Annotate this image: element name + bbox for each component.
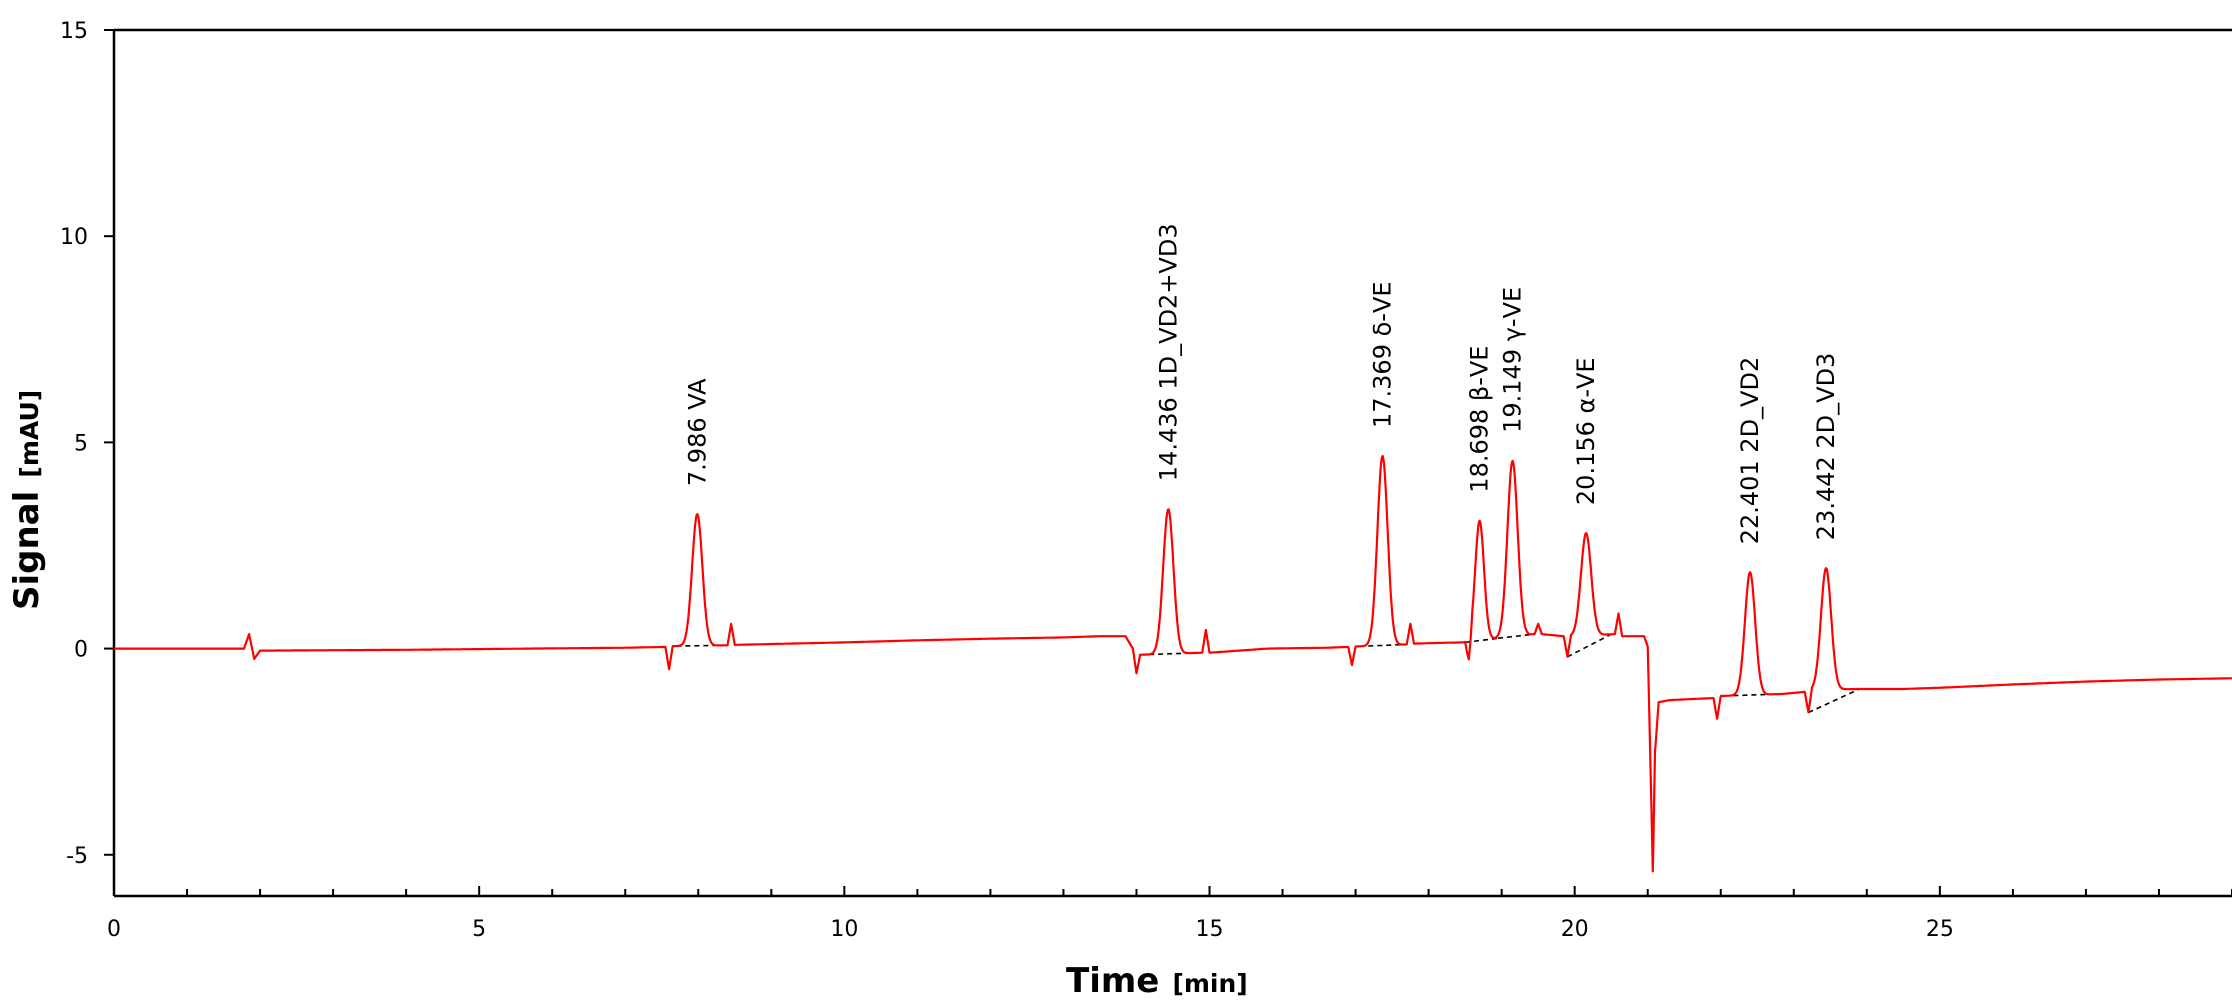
peak-label: 19.149 γ-VE [1499, 287, 1527, 433]
signal-trace [113, 454, 2232, 873]
y-tick-label: 15 [60, 19, 88, 44]
y-axis-ticks: 15 10 5 0 -5 [60, 19, 114, 869]
x-tick-label: 20 [1561, 917, 1589, 942]
x-tick-label: 15 [1196, 917, 1224, 942]
x-tick-label: 0 [107, 917, 121, 942]
peak-baseline [1465, 637, 1499, 644]
y-tick-label: 5 [74, 431, 88, 456]
peak-label: 22.401 2D_VD2 [1736, 357, 1764, 545]
x-tick-label: 5 [472, 917, 486, 942]
y-tick-label: -5 [66, 844, 88, 869]
peak-integration-baselines [676, 633, 1860, 714]
peak-label: 23.442 2D_VD3 [1812, 353, 1840, 541]
x-axis-label: Time [1066, 961, 1159, 1001]
peak-labels: 7.986 VA 14.436 1D_VD2+VD3 17.369 δ-VE 18.6… [683, 223, 1840, 544]
x-tick-label: 10 [830, 917, 858, 942]
peak-label: 14.436 1D_VD2+VD3 [1154, 223, 1182, 481]
x-axis-unit: [min] [1172, 969, 1247, 998]
x-tick-label: 25 [1926, 917, 1954, 942]
peak-baseline [1567, 633, 1612, 658]
y-tick-label: 10 [60, 225, 88, 250]
x-axis-ticks: 0 5 10 15 20 25 [107, 886, 2232, 942]
peak-baseline [1808, 688, 1860, 714]
peak-label: 7.986 VA [683, 378, 711, 486]
y-tick-label: 0 [74, 638, 88, 663]
y-axis-unit: [mAU] [15, 390, 44, 478]
peak-label: 17.369 δ-VE [1369, 281, 1397, 428]
y-axis-label: Signal [7, 491, 47, 610]
peak-baseline [1497, 633, 1535, 640]
peak-label: 20.156 α-VE [1572, 357, 1600, 505]
plot-frame [112, 28, 2232, 898]
y-axis-title: Signal [mAU] [7, 390, 47, 610]
x-axis-title: Time [min] [1066, 961, 1248, 1001]
peak-label: 18.698 β-VE [1466, 346, 1494, 493]
